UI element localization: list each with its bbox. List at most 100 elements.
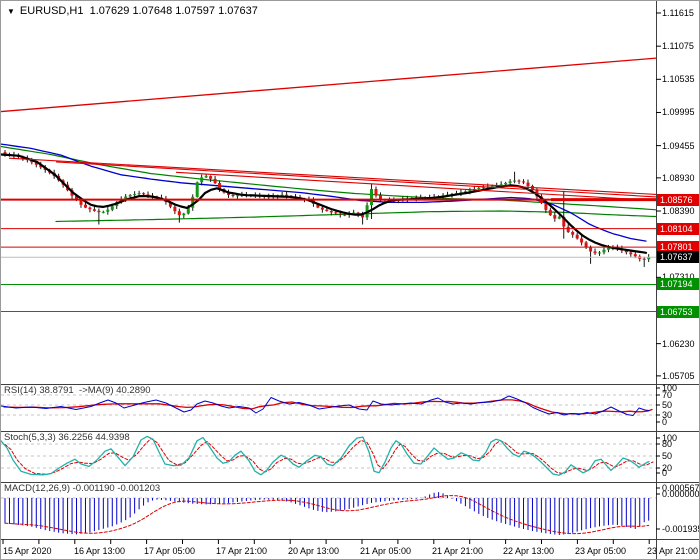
indicator-tick-label: -0.001935 bbox=[662, 524, 700, 534]
candle-body bbox=[218, 183, 222, 189]
candle-body bbox=[463, 191, 467, 193]
candle-body bbox=[34, 162, 38, 165]
candle-body bbox=[374, 189, 378, 196]
time-tick-label: 22 Apr 13:00 bbox=[503, 546, 555, 556]
candle-body bbox=[526, 182, 530, 186]
candle-body bbox=[481, 187, 485, 189]
indicator-tick-label: 50 bbox=[662, 451, 673, 461]
indicator-tick-label: 0 bbox=[662, 468, 668, 478]
candle-body bbox=[204, 176, 208, 178]
trendline bbox=[55, 161, 657, 198]
candle-body bbox=[316, 203, 320, 208]
indicator-tick-label: 0.000000 bbox=[662, 489, 700, 499]
price-tick-label: 1.11075 bbox=[662, 41, 694, 52]
candle-body bbox=[504, 183, 508, 185]
candle-body bbox=[343, 214, 347, 216]
candle-body bbox=[598, 252, 601, 254]
candle-body bbox=[329, 211, 333, 213]
candle-body bbox=[106, 209, 110, 212]
indicator-tick-label: 70 bbox=[662, 390, 673, 400]
candle-body bbox=[606, 248, 610, 250]
candle-body bbox=[110, 206, 114, 210]
price-badge: 1.08104 bbox=[657, 223, 699, 235]
symbol-timeframe: EURUSD,H1 bbox=[19, 5, 84, 17]
ohlc-readout: 1.07629 1.07648 1.07597 1.07637 bbox=[89, 5, 258, 17]
trendline bbox=[175, 171, 657, 202]
candle-body bbox=[553, 215, 557, 219]
candle-body bbox=[142, 193, 146, 195]
candle-body bbox=[571, 232, 575, 235]
candle-body bbox=[517, 180, 521, 182]
candle-body bbox=[557, 216, 561, 219]
trendline bbox=[8, 157, 657, 195]
time-tick-label: 17 Apr 05:00 bbox=[144, 546, 196, 556]
candle-body bbox=[580, 238, 584, 243]
candle-body bbox=[338, 213, 342, 215]
candle-body bbox=[186, 207, 190, 214]
candle-body bbox=[334, 212, 338, 214]
candle-body bbox=[633, 254, 637, 257]
candle-body bbox=[75, 195, 78, 201]
ma-black-thick bbox=[1, 153, 648, 254]
candle-body bbox=[97, 210, 101, 213]
candle-body bbox=[280, 194, 284, 196]
candle-body bbox=[128, 195, 132, 197]
indicator-tick-label: 30 bbox=[662, 410, 673, 420]
price-badge: 1.07801 bbox=[657, 241, 699, 253]
candle-body bbox=[531, 186, 534, 191]
candle-body bbox=[200, 177, 204, 183]
candle-body bbox=[3, 152, 7, 154]
candle-body bbox=[468, 190, 472, 192]
indicator-tick-label: 100 bbox=[662, 433, 678, 443]
time-tick-label: 15 Apr 2020 bbox=[3, 546, 52, 556]
symbol-menu-icon[interactable]: ▼ bbox=[7, 6, 15, 16]
candle-body bbox=[133, 194, 137, 196]
indicator-tick-label: 0 bbox=[662, 417, 668, 427]
time-tick-label: 21 Apr 05:00 bbox=[360, 546, 412, 556]
time-tick-label: 20 Apr 13:00 bbox=[288, 546, 340, 556]
price-tick-label: 1.09995 bbox=[662, 107, 695, 118]
candle-body bbox=[593, 251, 597, 254]
price-tick-label: 1.08930 bbox=[662, 172, 695, 183]
rsi-indicator-label: RSI(14) 38.8791 ->MA(9) 40.2890 bbox=[4, 385, 151, 396]
candle-body bbox=[602, 249, 606, 253]
candle-body bbox=[624, 250, 628, 253]
price-badge: 1.06753 bbox=[657, 306, 699, 318]
ma-blue bbox=[1, 143, 647, 242]
candle-body bbox=[173, 206, 177, 212]
candle-body bbox=[356, 212, 360, 215]
candle-body bbox=[195, 182, 199, 197]
candle-body bbox=[101, 211, 105, 213]
candle-body bbox=[361, 214, 365, 218]
candle-body bbox=[379, 195, 382, 200]
candle-body bbox=[589, 247, 593, 252]
macd-indicator-label: MACD(12,26,9) -0.001190 -0.001203 bbox=[4, 483, 161, 494]
candle-body bbox=[544, 203, 548, 210]
candle-body bbox=[227, 192, 230, 195]
candle-body bbox=[490, 185, 494, 187]
candle-body bbox=[285, 194, 289, 196]
indicator-tick-label: 0.000567 bbox=[662, 483, 700, 493]
candle-body bbox=[522, 181, 525, 183]
candle-body bbox=[352, 212, 356, 214]
candle-body bbox=[566, 226, 570, 233]
indicator-tick-label: 100 bbox=[662, 383, 678, 393]
candle-body bbox=[584, 242, 588, 248]
indicator-tick-label: 80 bbox=[662, 439, 673, 449]
price-tick-label: 1.06230 bbox=[662, 338, 695, 349]
candle-body bbox=[562, 216, 566, 227]
price-tick-label: 1.07310 bbox=[662, 272, 695, 282]
price-tick-label: 1.09455 bbox=[662, 140, 695, 151]
candle-body bbox=[548, 209, 552, 216]
price-tick-label: 1.05705 bbox=[662, 370, 695, 381]
candle-body bbox=[320, 207, 324, 210]
candle-body bbox=[235, 195, 239, 197]
time-tick-label: 16 Apr 13:00 bbox=[74, 546, 126, 556]
candle-body bbox=[92, 209, 96, 211]
candle-body bbox=[213, 178, 217, 184]
candle-body bbox=[370, 189, 373, 206]
candle-body bbox=[513, 180, 517, 182]
candle-body bbox=[508, 181, 512, 183]
